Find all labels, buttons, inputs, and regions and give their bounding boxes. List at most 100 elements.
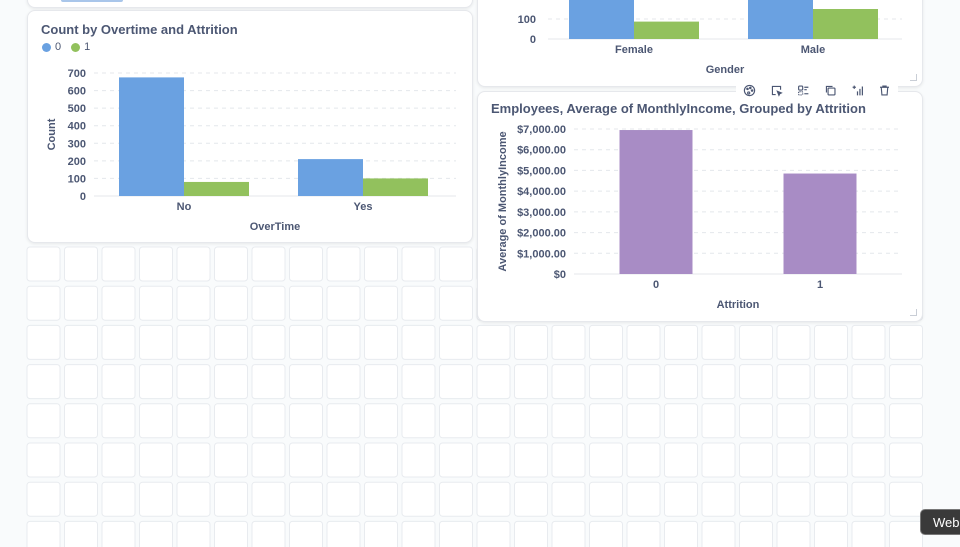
bar-male-series-1 [813,9,878,39]
grid-cell [739,481,773,517]
grid-cell [214,520,248,547]
grid-cell [889,442,923,478]
bar-yes-series-1 [363,178,428,196]
grid-cell [26,285,61,321]
add-series-icon[interactable] [844,80,871,100]
grid-cell [139,442,173,478]
grid-cell [776,520,811,547]
grid-cell [251,246,286,282]
trash-icon[interactable] [871,80,898,100]
grid-cell [214,246,248,282]
grid-cell [589,442,623,478]
grid-cell [439,481,473,517]
grid-cell [401,364,436,400]
card-top-accent [61,0,123,2]
replace-icon[interactable] [790,80,817,100]
duplicate-icon[interactable] [817,80,844,100]
grid-cell [401,246,436,282]
bar-female-series-0 [569,0,634,39]
grid-cell [664,481,698,517]
y-tick-label: 500 [68,103,86,115]
grid-cell [289,324,323,360]
grid-cell [176,442,211,478]
grid-cell [364,285,398,321]
y-tick-label: $2,000.00 [517,228,566,240]
grid-cell [326,403,361,439]
grid-cell [739,403,773,439]
grid-cell [364,520,398,547]
resize-handle[interactable] [910,309,917,316]
x-tick-label: 1 [817,279,823,291]
grid-cell [26,364,61,400]
grid-cell [364,246,398,282]
grid-cell [139,324,173,360]
grid-cell [664,364,698,400]
card-income-chart[interactable]: Employees, Average of MonthlyIncome, Gro… [477,91,923,322]
grid-cell [326,520,361,547]
grid-cell [64,364,98,400]
bar-0-series-value [619,130,693,274]
grid-cell [214,285,248,321]
y-tick-label: 200 [68,156,86,168]
grid-cell [289,403,323,439]
grid-cell [26,442,61,478]
grid-cell [664,324,698,360]
grid-cell [101,246,136,282]
grid-cell [364,364,398,400]
grid-cell [776,364,811,400]
grid-cell [401,324,436,360]
grid-cell [589,481,623,517]
grid-cell [101,364,136,400]
card-title: Count by Overtime and Attrition [41,22,238,37]
y-tick-label: 600 [68,86,86,98]
grid-cell [589,324,623,360]
y-axis-label: Average of MonthlyIncome [497,131,509,271]
grid-cell [814,403,848,439]
grid-cell [514,481,548,517]
grid-cell [551,364,586,400]
grid-cell [101,324,136,360]
grid-cell [326,364,361,400]
grid-cell [514,364,548,400]
card-gender-chart[interactable]: 100 0 Female Male Gender [477,0,923,87]
grid-cell [851,481,886,517]
y-tick-label: 0 [530,34,536,46]
grid-cell [701,520,736,547]
grid-cell [551,403,586,439]
tooltip-chip: Web [920,509,960,535]
palette-icon[interactable] [736,80,763,100]
grid-cell [439,520,473,547]
grid-cell [214,403,248,439]
bar-female-series-1 [634,21,699,39]
grid-cell [664,520,698,547]
grid-cell [64,285,98,321]
grid-cell [139,520,173,547]
grid-cell [26,403,61,439]
grid-cell [626,481,661,517]
grid-cell [514,442,548,478]
grid-cell [476,520,511,547]
grid-cell [289,285,323,321]
grid-cell [626,442,661,478]
grid-cell [101,520,136,547]
legend-item-1[interactable]: 1 [71,41,90,53]
grid-cell [439,364,473,400]
grid-cell [851,403,886,439]
y-tick-label: $7,000.00 [517,124,566,136]
legend-item-0[interactable]: 0 [42,41,61,53]
grid-cell [326,442,361,478]
grid-cell [401,481,436,517]
grid-cell [401,442,436,478]
x-tick-label: Yes [354,201,373,213]
grid-cell [814,481,848,517]
grid-cell [26,520,61,547]
grid-cell [514,324,548,360]
click-behavior-icon[interactable] [763,80,790,100]
card-overtime-chart[interactable]: Count by Overtime and Attrition 0 1 0 100… [27,10,473,243]
grid-cell [889,403,923,439]
resize-handle[interactable] [910,74,917,81]
grid-cell [889,481,923,517]
grid-cell [814,364,848,400]
grid-cell [439,246,473,282]
grid-cell [64,246,98,282]
